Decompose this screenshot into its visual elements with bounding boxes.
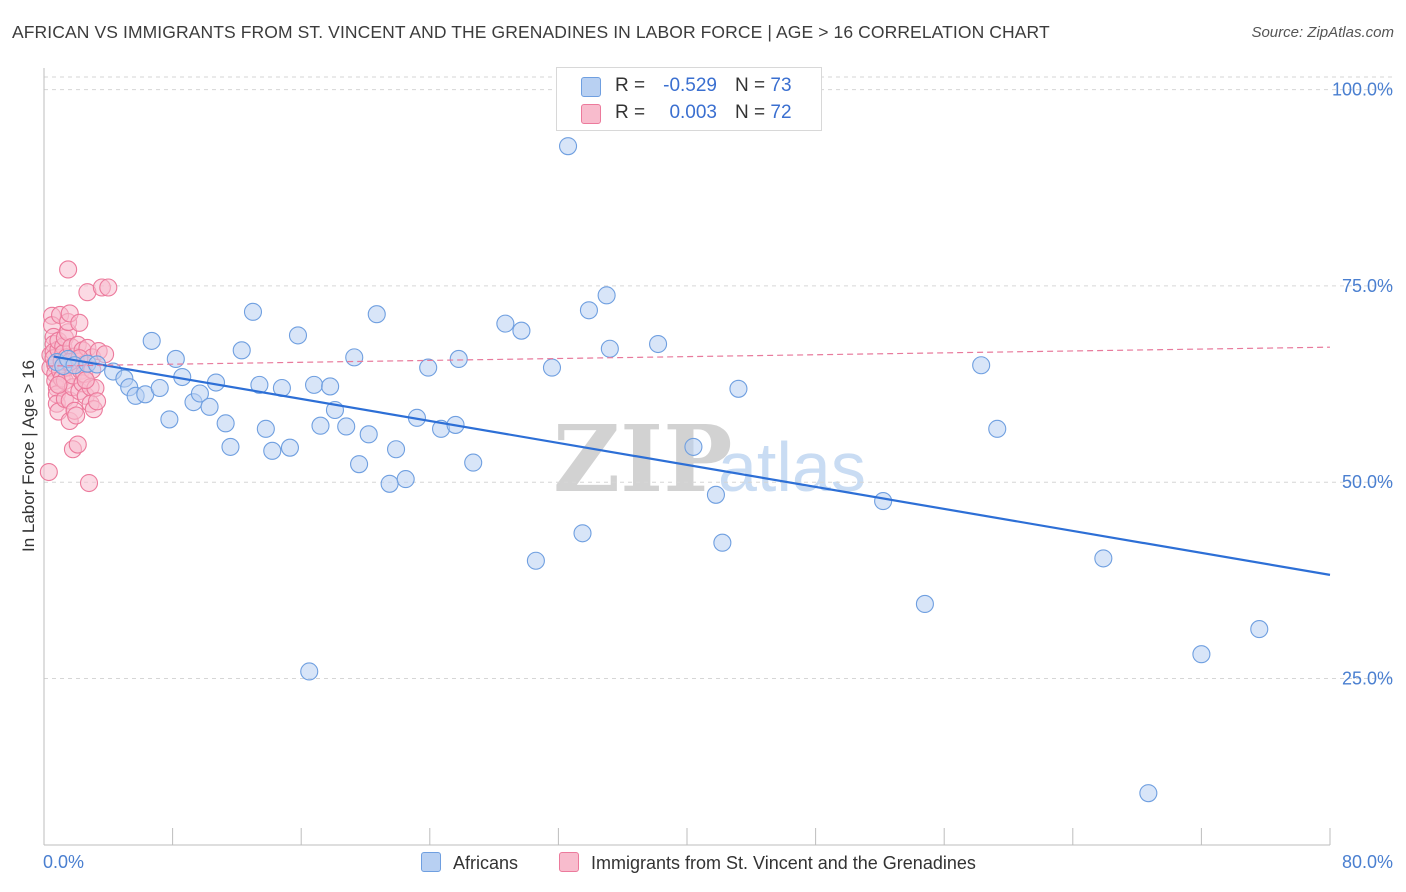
watermark-atlas: atlas [718, 428, 866, 506]
watermark-zip: ZIP [553, 405, 732, 513]
y-tick-label: 100.0% [1332, 80, 1393, 100]
africans-point [464, 453, 483, 472]
immigrants-point [87, 392, 107, 411]
africans-point [288, 326, 308, 345]
stats-legend: R = -0.529 N = 73 R = 0.003 N = 72 [556, 67, 822, 131]
x-tick-label-max: 80.0% [1341, 852, 1393, 872]
africans-point [345, 348, 364, 367]
africans-point [166, 349, 185, 369]
africans-point [419, 358, 438, 377]
africans-point [542, 358, 562, 377]
r-label: R = [615, 75, 646, 96]
africans-point [150, 378, 169, 398]
africans-point [713, 533, 732, 552]
immigrants-point [99, 278, 118, 297]
africans-point [1250, 620, 1269, 639]
africans-point [256, 419, 275, 438]
africans-point [600, 339, 619, 358]
r-label: R = [615, 102, 646, 123]
r-value: 0.003 [669, 102, 717, 123]
n-value: 72 [770, 102, 792, 123]
africans-point [972, 356, 991, 375]
immigrants-point [59, 260, 78, 279]
n-label: N = 73 [735, 75, 792, 96]
africans-point [350, 455, 369, 474]
africans-point [311, 416, 330, 435]
africans-point [337, 417, 356, 436]
africans-point [579, 301, 598, 320]
x-tick-label-min: 0.0% [43, 852, 85, 872]
africans-point [558, 137, 578, 156]
africans-point [367, 305, 386, 324]
africans-point [729, 379, 748, 398]
africans-point [280, 438, 299, 457]
immigrants-point [76, 371, 95, 390]
africans-point [915, 594, 934, 613]
africans-point [359, 425, 378, 444]
africans-swatch [581, 77, 601, 97]
y-axis-label: In Labor Force | Age > 16 [19, 359, 38, 553]
stats-legend-row-africans: R = -0.529 N = 73 [557, 74, 821, 100]
africans-point [216, 414, 235, 433]
immigrants-point [79, 473, 99, 493]
africans-point [597, 286, 616, 305]
africans-point [988, 419, 1007, 438]
legend-item-immigrants: Immigrants from St. Vincent and the Gren… [559, 852, 976, 874]
n-value: 73 [770, 75, 792, 96]
r-value: -0.529 [663, 75, 717, 96]
legend-label: Immigrants from St. Vincent and the Gren… [591, 853, 976, 873]
stats-legend-row-immigrants: R = 0.003 N = 72 [557, 101, 821, 127]
africans-point [1192, 645, 1211, 664]
africans-point [706, 485, 725, 504]
y-tick-label: 25.0% [1342, 669, 1393, 689]
y-tick-label: 75.0% [1342, 276, 1393, 296]
immigrants-point [39, 462, 58, 482]
legend-item-africans: Africans [421, 852, 518, 874]
africans-point [221, 437, 240, 456]
africans-point [160, 410, 179, 429]
africans-point [1094, 549, 1113, 568]
y-tick-label: 50.0% [1342, 472, 1393, 492]
africans-point [200, 397, 219, 416]
immigrants-point [68, 435, 87, 454]
immigrants-swatch [581, 104, 601, 124]
africans-point [305, 375, 324, 394]
africans-point [649, 334, 668, 354]
n-label: N = 72 [735, 102, 792, 123]
source-label: Source: ZipAtlas.com [1251, 24, 1394, 41]
immigrants-point [49, 375, 68, 394]
africans-point [142, 331, 161, 350]
chart-title: AFRICAN VS IMMIGRANTS FROM ST. VINCENT A… [12, 22, 1050, 42]
africans-point [496, 314, 515, 333]
africans-point [263, 441, 282, 460]
immigrants-point [67, 406, 86, 425]
africans-point [300, 662, 319, 681]
africans-trend-line [53, 355, 1331, 576]
africans-point [190, 384, 209, 403]
immigrants-legend-swatch [559, 852, 579, 872]
africans-point [684, 437, 703, 456]
africans-point [380, 474, 399, 493]
africans-point [526, 551, 545, 570]
africans-point [386, 440, 406, 459]
africans-point [243, 302, 263, 321]
immigrants-trend-line [47, 346, 1331, 367]
africans-point [449, 349, 468, 369]
africans-point [1139, 784, 1158, 803]
africans-legend-swatch [421, 852, 441, 872]
africans-point [250, 375, 269, 394]
legend-label: Africans [453, 853, 519, 873]
immigrants-point [70, 313, 89, 332]
africans-point [396, 470, 415, 489]
africans-point [512, 321, 531, 340]
africans-point [573, 524, 592, 543]
africans-point [232, 341, 251, 360]
africans-point [874, 492, 893, 511]
africans-point [321, 377, 340, 396]
